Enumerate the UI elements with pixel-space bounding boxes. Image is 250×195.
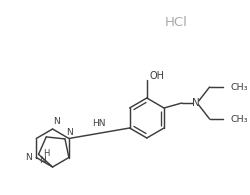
Text: N: N bbox=[192, 98, 200, 108]
Text: CH₃: CH₃ bbox=[230, 82, 248, 91]
Text: HCl: HCl bbox=[165, 15, 188, 28]
Text: HN: HN bbox=[92, 119, 106, 128]
Text: N: N bbox=[66, 128, 73, 137]
Text: CH₃: CH₃ bbox=[230, 114, 248, 123]
Text: OH: OH bbox=[150, 71, 165, 81]
Text: H: H bbox=[44, 149, 50, 158]
Text: N: N bbox=[54, 117, 60, 126]
Text: N: N bbox=[26, 153, 32, 162]
Text: N: N bbox=[40, 156, 46, 165]
